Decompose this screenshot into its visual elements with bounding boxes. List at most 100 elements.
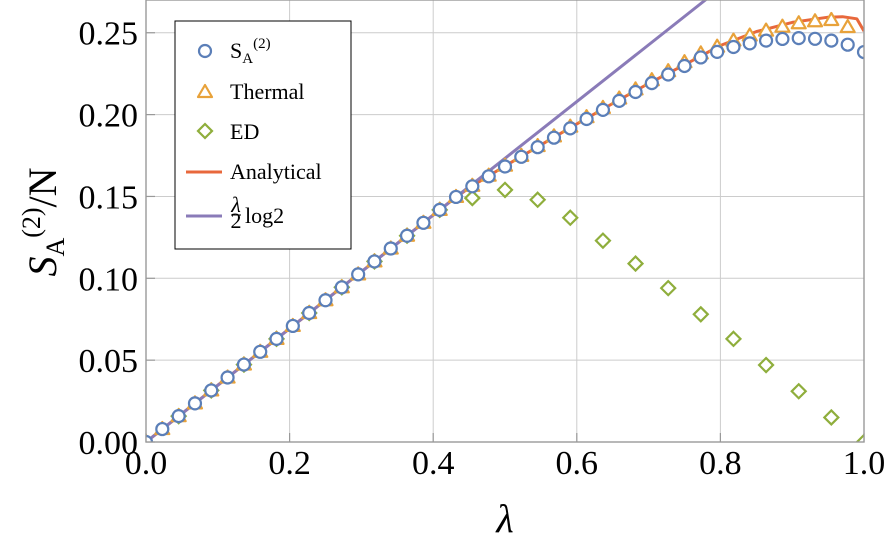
point-s-a-2 <box>367 254 382 269</box>
y-tick-label: 0.10 <box>79 261 139 298</box>
y-axis-label-base: S <box>20 257 65 277</box>
point-s-a-2 <box>824 33 839 48</box>
point-s-a-2 <box>791 31 806 46</box>
y-tick-label: 0.00 <box>79 425 139 462</box>
point-thermal <box>823 11 840 27</box>
point-s-a-2 <box>432 202 447 217</box>
point-ed <box>692 305 710 323</box>
point-thermal <box>790 15 807 30</box>
point-s-a-2 <box>416 215 431 230</box>
y-axis-label-sup: (2) <box>17 207 46 237</box>
point-ed <box>790 382 808 400</box>
point-s-a-2 <box>236 357 252 372</box>
legend-label-analytical: Analytical <box>230 159 322 184</box>
point-ed <box>724 330 743 348</box>
y-tick-labels: 0.00 0.05 0.10 0.15 0.20 0.25 <box>79 16 139 462</box>
point-s-a-2 <box>840 37 855 52</box>
legend-marker-triangle <box>196 83 214 99</box>
point-s-a-2 <box>612 93 627 108</box>
legend-label-thermal: Thermal <box>230 79 305 104</box>
point-s-a-2 <box>204 383 219 398</box>
point-s-a-2 <box>448 189 464 205</box>
point-s-a-2 <box>351 267 366 282</box>
x-axis-label: λ <box>495 496 513 541</box>
legend-item-analytical: Analytical <box>186 159 322 184</box>
point-thermal <box>774 18 791 33</box>
x-tick-label: 0.0 <box>125 445 168 482</box>
point-s-a-2 <box>334 280 349 295</box>
legend-label-sa2: SA(2) <box>230 36 271 67</box>
point-s-a-2 <box>530 140 545 155</box>
point-s-a-2 <box>383 241 398 256</box>
x-tick-label: 0.8 <box>699 445 742 482</box>
point-s-a-2 <box>579 111 594 127</box>
legend-item-sa2: SA(2) <box>197 36 271 67</box>
point-ed <box>626 255 645 273</box>
point-s-a-2 <box>563 121 578 136</box>
x-tick-label: 0.6 <box>556 445 599 482</box>
point-s-a-2 <box>677 58 692 74</box>
point-thermal <box>806 13 824 28</box>
y-axis-label-sub: A <box>41 238 70 257</box>
point-s-a-2 <box>514 149 529 164</box>
point-s-a-2 <box>742 36 757 51</box>
legend-item-ed: ED <box>196 119 259 144</box>
point-ed <box>659 279 677 297</box>
point-s-a-2 <box>661 67 676 82</box>
point-s-a-2 <box>644 76 659 91</box>
point-ed <box>561 209 579 227</box>
point-ed <box>496 181 514 199</box>
legend-marker-circle <box>197 43 213 59</box>
point-s-a-2 <box>146 434 154 442</box>
y-tick-label: 0.05 <box>79 343 139 380</box>
point-ed <box>463 189 481 207</box>
legend-sa2-base: S <box>230 38 242 63</box>
point-s-a-2 <box>302 305 317 321</box>
point-s-a-2 <box>758 33 774 48</box>
point-s-a-2 <box>775 31 790 47</box>
plot-frame <box>145 0 865 443</box>
point-ed <box>822 408 840 427</box>
legend-sa2-sub: A <box>242 51 253 67</box>
legend-item-linear: λ 2 log2 <box>186 192 284 233</box>
point-s-a-2 <box>710 44 725 59</box>
point-s-a-2 <box>155 421 170 437</box>
point-s-a-2 <box>269 331 284 346</box>
y-tick-label: 0.20 <box>79 98 139 135</box>
point-s-a-2 <box>628 84 643 100</box>
point-s-a-2 <box>318 293 333 308</box>
point-s-a-2 <box>497 159 513 174</box>
x-tick-label: 1.0 <box>843 445 886 482</box>
legend-item-thermal: Thermal <box>196 79 305 104</box>
legend-label-ed: ED <box>230 119 259 144</box>
plot-series <box>146 0 864 442</box>
legend-frac-num: λ <box>230 192 241 217</box>
point-s-a-2 <box>220 370 235 385</box>
point-s-a-2 <box>693 50 708 65</box>
point-s-a-2 <box>285 318 300 334</box>
x-tick-labels: 0.0 0.2 0.4 0.6 0.8 1.0 <box>125 445 886 482</box>
y-axis-label-tail: /N <box>20 167 65 207</box>
point-thermal <box>839 18 856 34</box>
x-tick-label: 0.2 <box>268 445 311 482</box>
point-s-a-2 <box>399 228 415 243</box>
point-s-a-2 <box>253 344 268 359</box>
y-tick-label: 0.15 <box>79 179 139 216</box>
y-tick-label: 0.25 <box>79 16 139 53</box>
x-tick-label: 0.4 <box>412 445 455 482</box>
point-s-a-2 <box>807 31 823 46</box>
point-s-a-2 <box>726 39 741 55</box>
legend-sa2-sup: (2) <box>253 36 271 52</box>
point-s-a-2 <box>187 396 203 411</box>
point-s-a-2 <box>595 102 611 117</box>
point-s-a-2 <box>546 130 562 145</box>
point-ed <box>855 433 864 442</box>
point-ed <box>594 232 612 250</box>
point-ed <box>529 191 547 209</box>
legend-marker-diamond <box>196 122 214 140</box>
point-s-a-2 <box>171 409 186 424</box>
legend: SA(2) Thermal ED Analytical λ 2 log2 <box>174 20 352 250</box>
point-s-a-2 <box>856 44 864 60</box>
point-ed <box>757 356 775 374</box>
